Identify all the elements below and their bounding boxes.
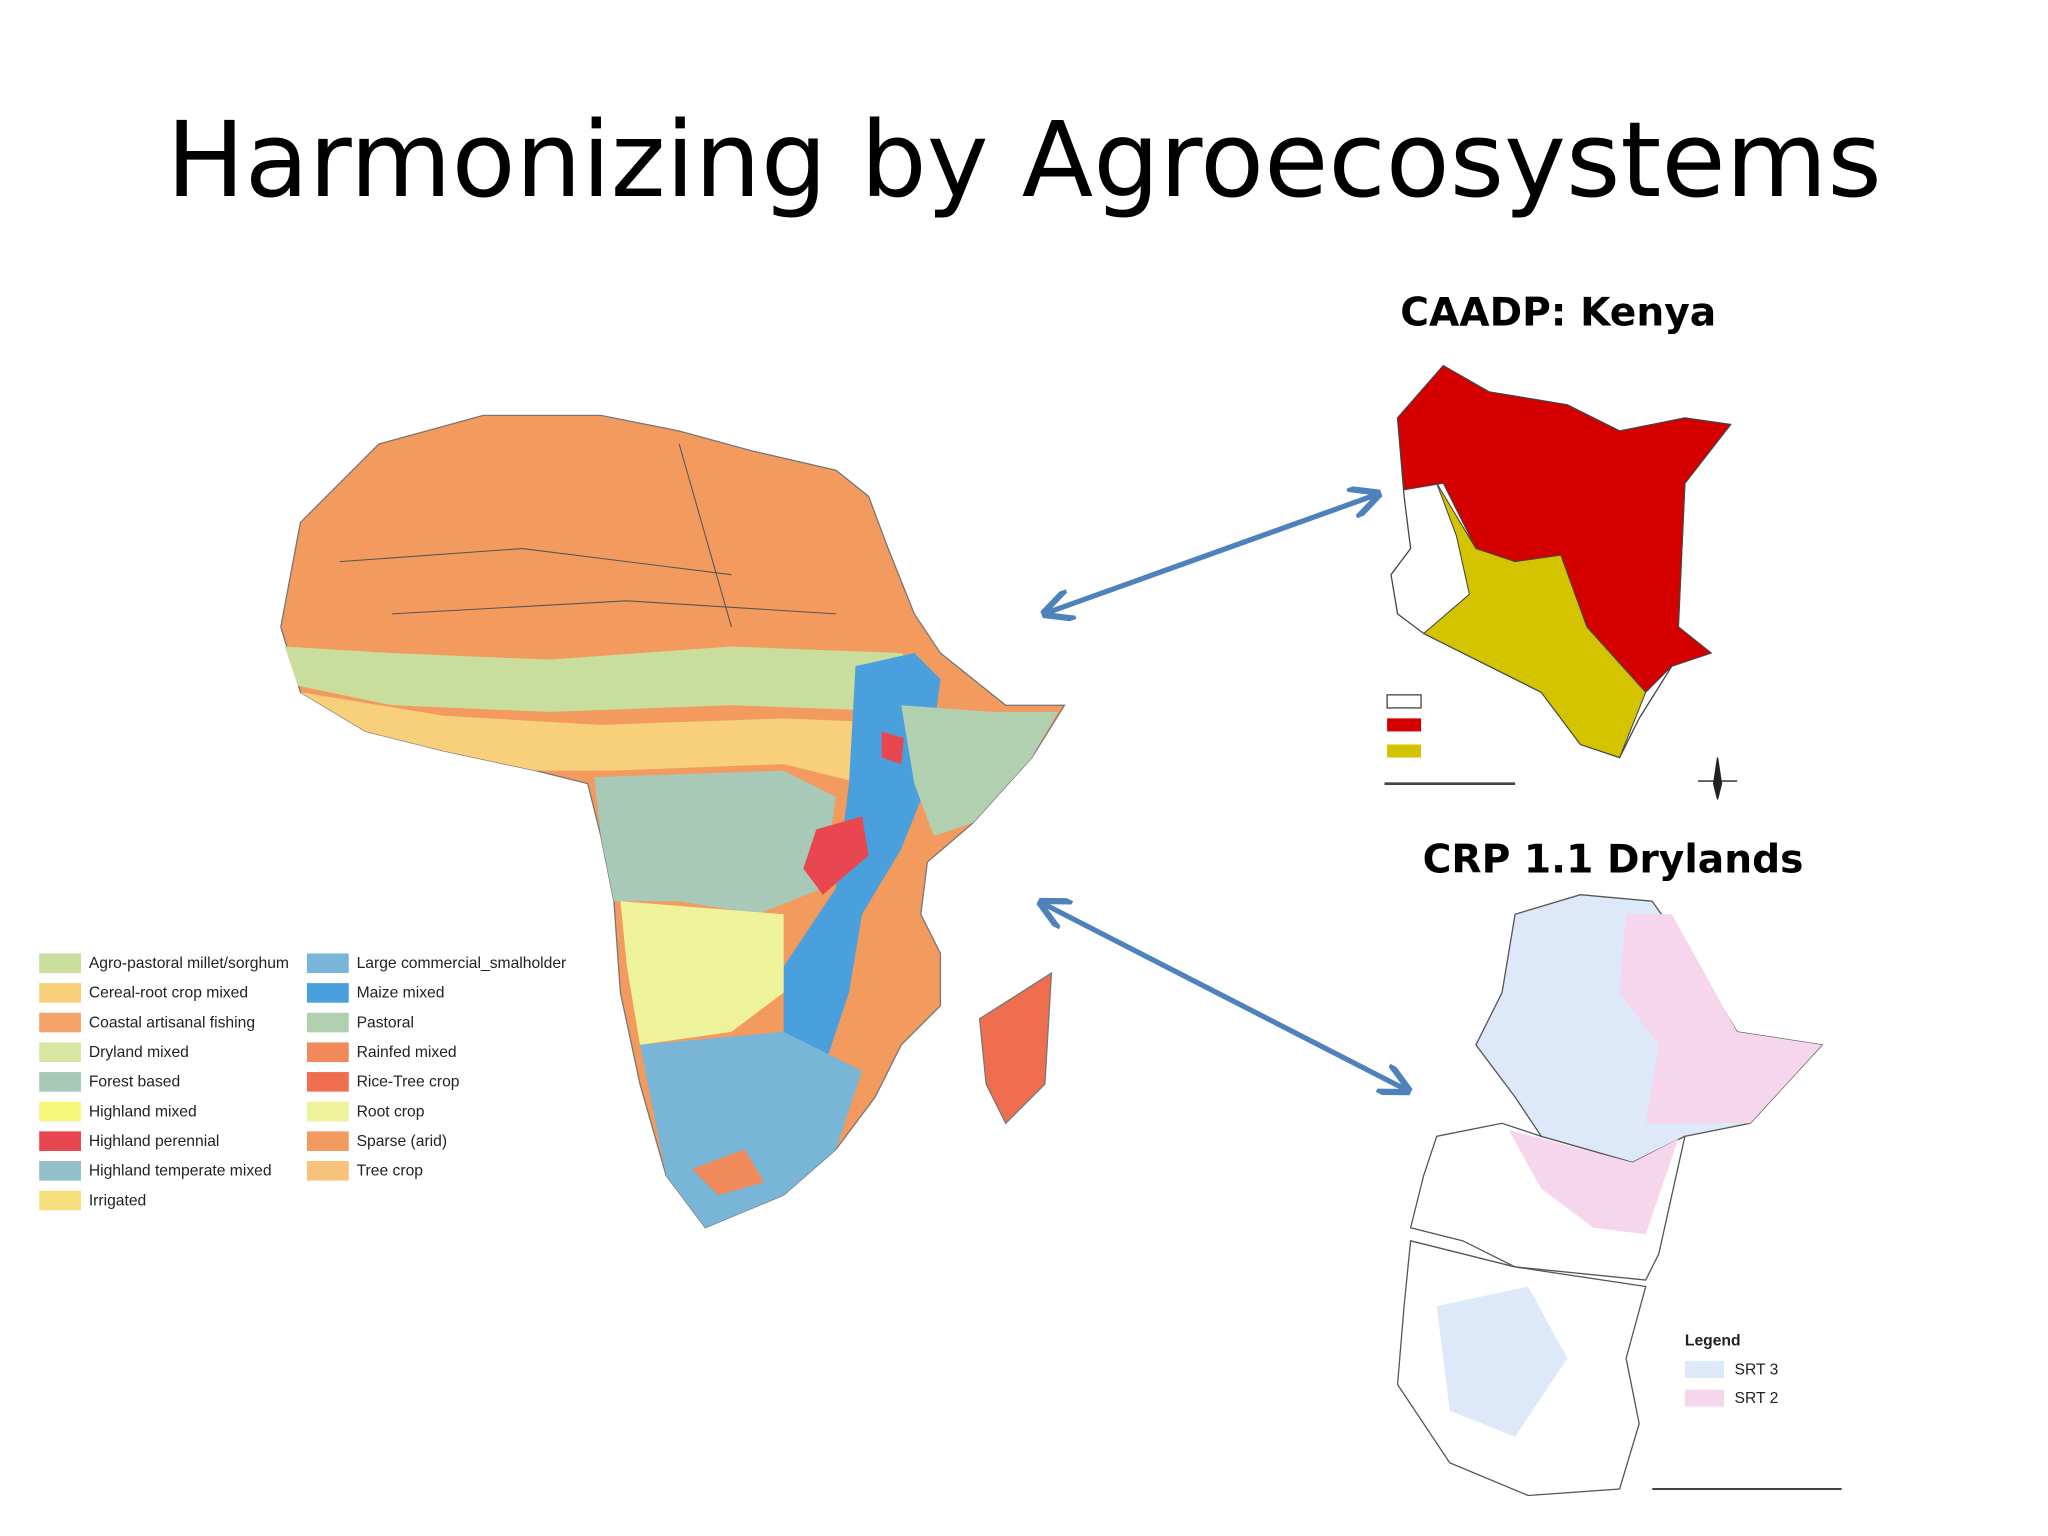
legend-label: Coastal artisanal fishing [89,1014,255,1031]
africa-map [280,414,1066,1229]
map-title: CRP 1.1 Drylands [1423,838,1804,883]
arrow [1048,495,1376,613]
legend-swatch [39,1072,81,1092]
legend-swatch [306,953,349,974]
slide-title: Harmonizing by Agroecosystems [166,99,1882,221]
legend-label: Rainfed mixed [357,1044,457,1061]
legend-label: Highland mixed [89,1103,197,1120]
kenya-map [1384,364,1738,800]
africa-legend: Agro-pastoral millet/sorghum Cereal-root … [39,953,567,1211]
legend-swatch [39,1042,81,1063]
map-title: CAADP: Kenya [1400,290,1716,335]
legend-label: Maize mixed [357,985,445,1002]
legend-label: Root crop [357,1103,425,1120]
legend-swatch [306,1012,349,1033]
legend-swatch [39,983,81,1003]
drylands-legend: SRT 3 SRT 2 [1684,1360,1779,1407]
arrow [1044,904,1406,1089]
legend-label: Pastoral [357,1014,414,1031]
legend-label: Large commercial_smalholder [357,955,567,972]
legend-swatch [39,1101,81,1122]
legend-label: Irrigated [89,1192,146,1209]
legend-swatch [306,1101,349,1122]
legend-label: Highland temperate mixed [89,1163,272,1180]
legend-swatch [39,1190,81,1211]
legend-label: Dryland mixed [89,1044,189,1061]
legend-swatch [306,1161,349,1181]
legend-swatch [39,1131,81,1151]
legend-label: Agro-pastoral millet/sorghum [89,955,289,972]
legend-label: Tree crop [357,1163,424,1180]
legend-label: Forest based [89,1074,180,1091]
legend-swatch [306,1131,349,1151]
legend-title: Legend [1685,1333,1741,1350]
legend-label: Rice-Tree crop [357,1074,460,1091]
legend-label: SRT 3 [1735,1361,1779,1378]
legend-swatch [306,1072,349,1092]
legend-swatch [39,1012,81,1033]
legend-swatch [306,1042,349,1063]
legend-label: Sparse (arid) [357,1133,448,1150]
legend-swatch [39,1161,81,1181]
legend-label: Highland perennial [89,1133,220,1150]
legend-swatch [39,953,81,974]
drylands-map [1396,894,1842,1497]
legend-label: SRT 2 [1735,1390,1779,1407]
legend-swatch [1684,1389,1725,1407]
legend-label: Cereal-root crop mixed [89,985,248,1002]
legend-swatch [1684,1360,1725,1378]
legend-swatch [306,983,349,1003]
